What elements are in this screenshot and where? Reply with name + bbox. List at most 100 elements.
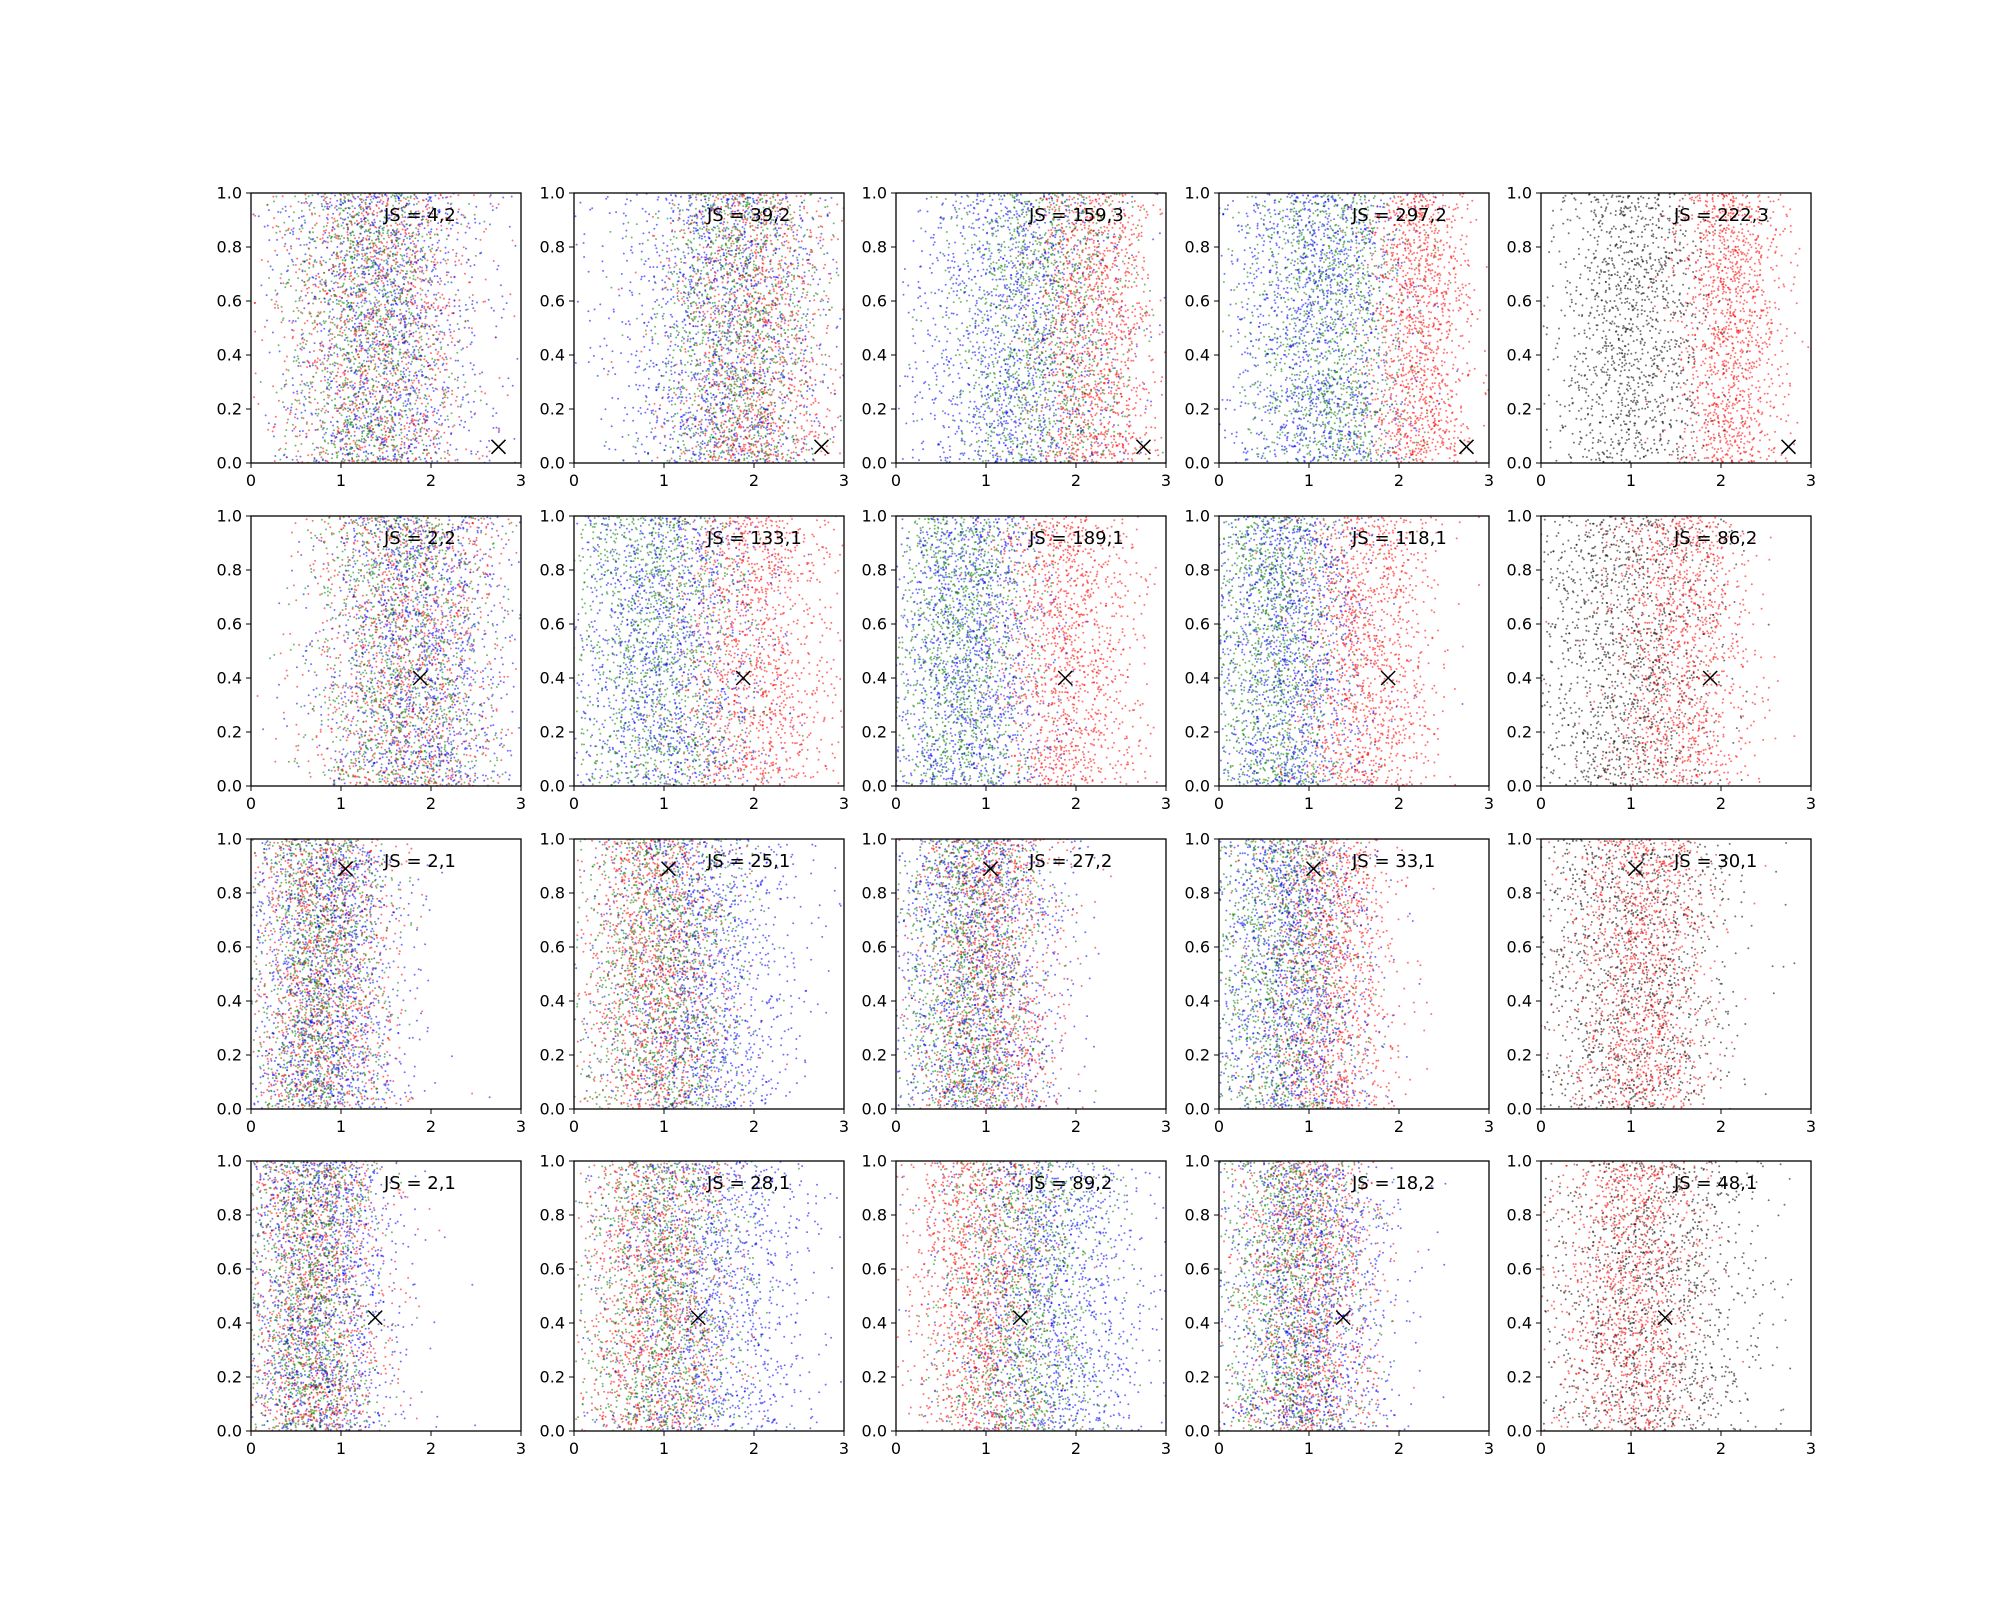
scatter-point-green (354, 254, 356, 256)
scatter-point-blue (413, 375, 415, 377)
scatter-point-green (405, 414, 407, 416)
scatter-point-blue (403, 367, 405, 369)
scatter-point-red (770, 414, 772, 416)
scatter-point-green (336, 433, 338, 435)
scatter-point-blue (373, 214, 375, 216)
scatter-point-blue (332, 288, 334, 290)
scatter-point-red (751, 438, 753, 440)
scatter-point-green (386, 445, 388, 447)
scatter-point-green (319, 454, 321, 456)
scatter-point-green (357, 410, 359, 412)
scatter-point-blue (427, 290, 429, 292)
scatter-point-green (431, 281, 433, 283)
scatter-point-red (686, 389, 688, 391)
scatter-point-blue (360, 348, 362, 350)
scatter-point-blue (360, 374, 362, 376)
scatter-point-red (436, 359, 438, 361)
scatter-point-green (382, 232, 384, 234)
scatter-point-green (373, 232, 375, 234)
scatter-point-blue (457, 360, 459, 362)
scatter-point-green (395, 348, 397, 350)
scatter-point-green (384, 289, 386, 291)
scatter-point-red (451, 341, 453, 343)
scatter-point-green (391, 418, 393, 420)
scatter-point-red (793, 278, 795, 280)
scatter-point-blue (428, 325, 430, 327)
scatter-point-green (277, 226, 279, 228)
scatter-point-red (287, 229, 289, 231)
scatter-point-red (761, 269, 763, 271)
scatter-point-green (349, 400, 351, 402)
scatter-point-blue (393, 458, 395, 460)
scatter-point-red (738, 307, 740, 309)
scatter-point-blue (328, 315, 330, 317)
scatter-point-green (293, 360, 295, 362)
scatter-point-green (379, 220, 381, 222)
scatter-point-red (413, 419, 415, 421)
scatter-point-green (426, 344, 428, 346)
scatter-point-blue (400, 233, 402, 235)
scatter-point-blue (370, 344, 372, 346)
scatter-point-red (399, 248, 401, 250)
scatter-point-blue (474, 374, 476, 376)
scatter-point-red (384, 304, 386, 306)
scatter-point-green (292, 220, 294, 222)
scatter-point-green (359, 226, 361, 228)
scatter-point-green (447, 452, 449, 454)
scatter-point-red (708, 360, 710, 362)
scatter-point-blue (346, 288, 348, 290)
scatter-point-green (428, 280, 430, 282)
scatter-point-red (811, 431, 813, 433)
scatter-point-blue (449, 329, 451, 331)
scatter-point-blue (404, 315, 406, 317)
scatter-point-blue (348, 328, 350, 330)
y-tick-label: 0.0 (217, 454, 242, 473)
scatter-point-red (801, 277, 803, 279)
scatter-point-red (311, 212, 313, 214)
scatter-point-red (708, 352, 710, 354)
scatter-point-blue (368, 266, 370, 268)
scatter-point-blue (417, 420, 419, 422)
scatter-point-blue (442, 386, 444, 388)
scatter-point-green (349, 220, 351, 222)
scatter-point-red (824, 264, 826, 266)
scatter-point-green (372, 386, 374, 388)
scatter-point-red (826, 416, 828, 418)
scatter-point-blue (378, 292, 380, 294)
scatter-point-red (823, 427, 825, 429)
scatter-point-blue (405, 405, 407, 407)
scatter-point-green (344, 208, 346, 210)
scatter-point-red (653, 235, 655, 237)
scatter-point-red (382, 348, 384, 350)
scatter-point-green (369, 242, 371, 244)
scatter-point-red (821, 354, 823, 356)
scatter-point-blue (390, 232, 392, 234)
scatter-point-red (463, 386, 465, 388)
scatter-point-blue (387, 198, 389, 200)
scatter-point-blue (338, 432, 340, 434)
scatter-point-blue (347, 212, 349, 214)
scatter-point-red (784, 292, 786, 294)
scatter-point-green (391, 444, 393, 446)
scatter-point-blue (337, 286, 339, 288)
scatter-point-blue (413, 430, 415, 432)
scatter-point-red (711, 360, 713, 362)
scatter-point-red (463, 214, 465, 216)
scatter-point-blue (336, 200, 338, 202)
scatter-point-red (346, 231, 348, 233)
scatter-point-red (782, 456, 784, 458)
scatter-point-blue (268, 209, 270, 211)
scatter-point-blue (491, 307, 493, 309)
scatter-point-blue (470, 411, 472, 413)
scatter-point-red (427, 302, 429, 304)
scatter-point-red (478, 458, 480, 460)
scatter-point-green (371, 240, 373, 242)
scatter-point-blue (365, 199, 367, 201)
scatter-point-green (380, 315, 382, 317)
scatter-point-blue (331, 453, 333, 455)
scatter-point-red (787, 285, 789, 287)
scatter-point-red (618, 288, 620, 290)
scatter-point-red (485, 228, 487, 230)
scatter-point-green (358, 315, 360, 317)
scatter-point-red (343, 237, 345, 239)
